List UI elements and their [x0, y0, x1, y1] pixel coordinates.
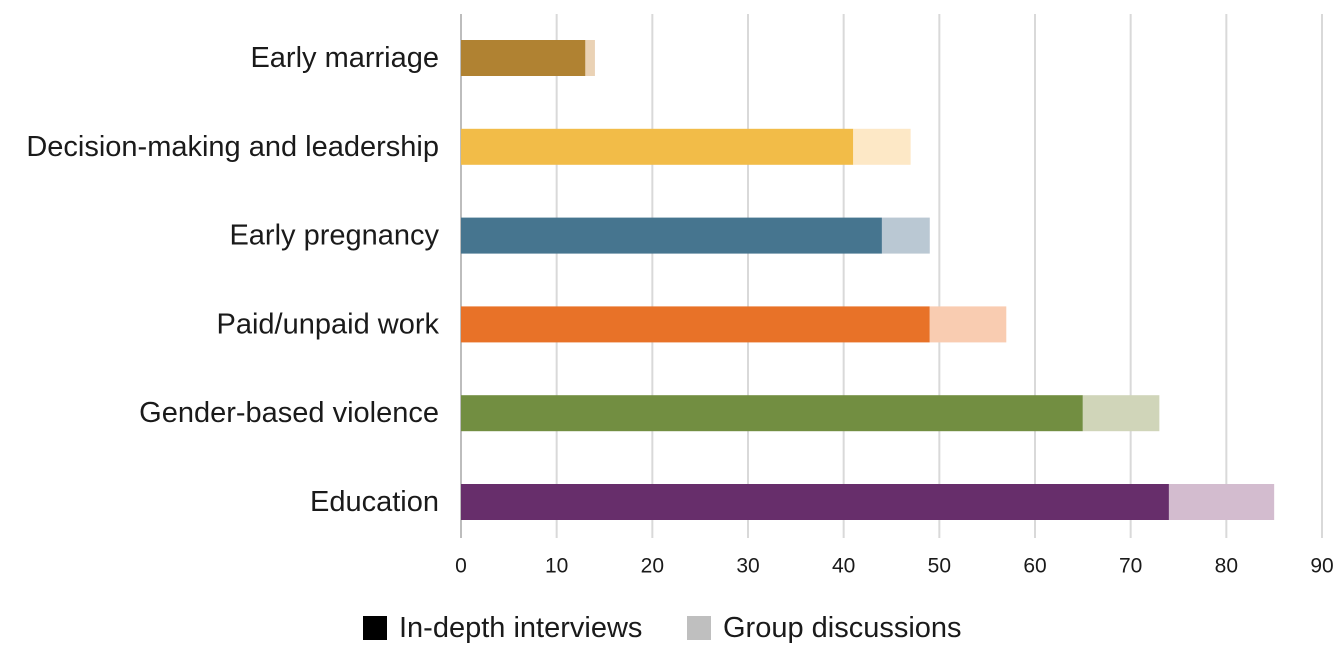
- bar-interviews-3: [461, 306, 930, 343]
- x-axis-ticks: 0 10 20 30 40 50 60 70 80 90: [455, 555, 1334, 578]
- bar-discussions-2: [881, 217, 930, 254]
- x-tick-label: 90: [1310, 555, 1333, 578]
- x-tick-label: 10: [545, 555, 568, 578]
- x-tick-label: 30: [736, 555, 759, 578]
- bar-discussions-0: [585, 40, 595, 76]
- bar-interviews-5: [461, 484, 1169, 520]
- bar-discussions-4: [1082, 395, 1160, 432]
- category-label: Gender-based violence: [139, 397, 439, 429]
- gridlines: [460, 14, 1323, 538]
- legend-swatch-0: [363, 616, 387, 640]
- category-label: Early pregnancy: [229, 220, 439, 252]
- category-label: Education: [310, 486, 439, 518]
- category-label: Decision-making and leadership: [26, 131, 439, 163]
- bar-discussions-5: [1168, 484, 1275, 520]
- x-tick-label: 20: [641, 555, 664, 578]
- legend-label: Group discussions: [723, 612, 962, 644]
- x-tick-label: 50: [928, 555, 951, 578]
- x-tick-label: 60: [1023, 555, 1046, 578]
- x-tick-label: 70: [1119, 555, 1142, 578]
- legend-label: In-depth interviews: [399, 612, 642, 644]
- bar-interviews-4: [461, 395, 1083, 432]
- x-tick-label: 80: [1215, 555, 1238, 578]
- category-labels: Early marriage Decision-making and leader…: [26, 42, 439, 518]
- bars: [461, 40, 1275, 520]
- legend-swatch-1: [687, 616, 711, 640]
- legend: In-depth interviews Group discussions: [363, 612, 962, 644]
- bar-interviews-1: [461, 128, 854, 165]
- bar-discussions-3: [929, 306, 1007, 343]
- category-label: Paid/unpaid work: [217, 308, 440, 340]
- category-label: Early marriage: [250, 42, 439, 74]
- bar-discussions-1: [853, 128, 911, 165]
- bar-interviews-2: [461, 217, 882, 254]
- x-tick-label: 0: [455, 555, 467, 578]
- x-tick-label: 40: [832, 555, 855, 578]
- bar-interviews-0: [461, 40, 586, 76]
